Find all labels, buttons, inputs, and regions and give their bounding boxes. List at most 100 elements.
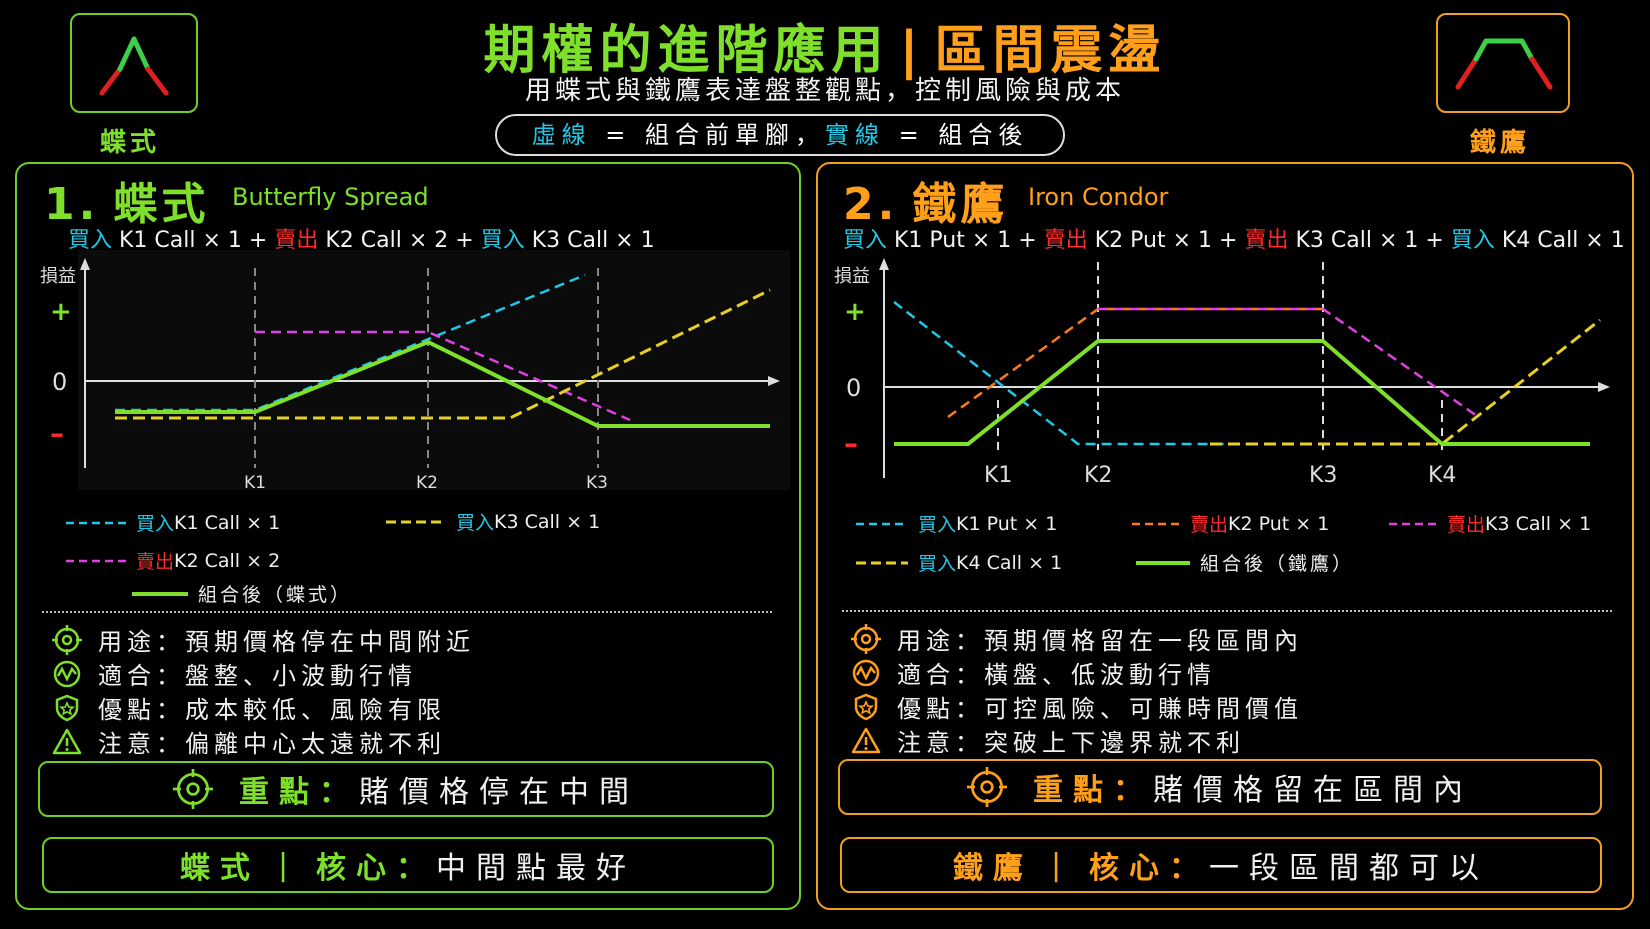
key-text: 賭價格留在區間內	[1153, 773, 1473, 808]
wave-icon	[53, 660, 81, 687]
condor-title-en: Iron Condor	[1028, 183, 1169, 211]
dash-yellow-swatch	[856, 561, 908, 564]
formula-op: +	[1425, 228, 1444, 253]
butterfly-key-point: 重點： 賭價格停在中間	[38, 761, 774, 817]
dash-magenta-swatch	[66, 559, 126, 562]
butterfly-separator	[42, 611, 772, 613]
x-axis-arrow	[1598, 382, 1610, 392]
core-text: 一段區間都可以	[1209, 851, 1490, 886]
k2-label: K2	[416, 473, 438, 493]
butterfly-core: 蝶式 | 核心： 中間點最好	[42, 837, 774, 893]
minus-label: –	[50, 417, 64, 450]
k1-label: K1	[984, 463, 1012, 488]
leg-buy-k1-call	[115, 273, 586, 412]
line-style-legend: 虛線 = 組合前單腳，實線 = 組合後	[495, 114, 1065, 156]
legend-text: K2 Put × 1	[1228, 512, 1330, 535]
formula-action: 賣出	[1244, 228, 1289, 253]
key-text: 賭價格停在中間	[359, 775, 639, 810]
butterfly-title: 蝶式	[113, 179, 210, 230]
k3-label: K3	[1309, 463, 1337, 488]
formula-op: +	[1219, 228, 1238, 253]
title-separator: |	[899, 21, 925, 81]
formula-term: K4 Call × 1	[1494, 228, 1625, 253]
legend-sell-k3-call: 賣出 K3 Call × 1	[1389, 510, 1591, 537]
dash-orange-swatch	[1132, 522, 1180, 525]
condor-info-purpose: 用途：預期價格留在一段區間內	[851, 621, 1303, 656]
formula-action: 買入	[480, 228, 525, 253]
title-part1: 期權的進階應用	[483, 21, 890, 81]
plus-label: +	[50, 297, 72, 327]
info-text: 用途：預期價格停在中間附近	[98, 628, 475, 656]
dash-yellow-swatch	[386, 520, 446, 523]
key-label: 重點：	[1033, 773, 1153, 808]
condor-section-title: 2. 鐵鷹	[843, 168, 1008, 232]
core-name: 蝶式	[179, 851, 260, 886]
core-separator: |	[277, 847, 299, 883]
condor-icon-box	[1436, 13, 1570, 113]
k3-label: K3	[586, 473, 608, 493]
legend-text: 組合後（蝶式）	[198, 584, 353, 606]
condor-core: 鐵鷹 | 核心： 一段區間都可以	[840, 837, 1602, 893]
butterfly-formula: 買入 K1 Call × 1 + 賣出 K2 Call × 2 + 買入 K3 …	[68, 222, 655, 254]
y-axis-arrow	[879, 258, 889, 270]
core-text: 中間點最好	[436, 851, 637, 886]
condor-info-suitable: 適合：橫盤、低波動行情	[851, 655, 1216, 690]
chart-background	[78, 250, 790, 490]
formula-term: K1 Put × 1	[887, 228, 1019, 253]
info-text: 優點：成本較低、風險有限	[98, 696, 446, 724]
shield-icon	[854, 693, 878, 720]
leg-buy-k4-call	[1210, 318, 1601, 446]
legend-action: 買入	[918, 514, 957, 536]
zero-label: 0	[52, 368, 67, 396]
legend-sell-k2-call: 賣出 K2 Call × 2	[66, 547, 280, 574]
condor-panel	[816, 162, 1634, 910]
legend-text: K1 Put × 1	[956, 512, 1058, 535]
formula-action: 買入	[1450, 228, 1495, 253]
dash-cyan-swatch	[856, 522, 908, 525]
formula-term: K2 Put × 1	[1087, 228, 1220, 253]
info-text: 注意：突破上下邊界就不利	[897, 729, 1245, 757]
leg-sell-k2-put	[947, 307, 1323, 419]
k4-label: K4	[1428, 463, 1456, 488]
title-part2: 區間震盪	[934, 21, 1167, 81]
leg-sell-k3-call	[1098, 307, 1481, 420]
formula-term: K2 Call × 2	[318, 228, 456, 253]
info-text: 優點：可控風險、可賺時間價值	[897, 695, 1303, 723]
legend-text: K3 Call × 1	[1485, 512, 1592, 535]
formula-op: +	[248, 228, 268, 253]
formula-term: K3 Call × 1	[524, 228, 655, 253]
zero-label: 0	[846, 374, 861, 402]
info-text: 適合：橫盤、低波動行情	[897, 661, 1216, 689]
formula-term: K3 Call × 1	[1288, 228, 1426, 253]
key-label: 重點：	[239, 775, 359, 810]
legend-combined-condor: 組合後（鐵鷹）	[1136, 549, 1354, 576]
k1-label: K1	[244, 473, 266, 493]
butterfly-icon-box	[70, 13, 198, 113]
legend-action: 賣出	[1190, 514, 1229, 536]
info-text: 用途：預期價格留在一段區間內	[897, 627, 1303, 655]
butterfly-shape-icon	[99, 36, 169, 96]
core-name: 鐵鷹	[952, 851, 1033, 886]
info-text: 適合：盤整、小波動行情	[98, 662, 417, 690]
formula-term: K1 Call × 1	[112, 228, 249, 253]
butterfly-section-title: 1. 蝶式	[44, 168, 209, 232]
target-icon	[52, 624, 82, 655]
x-axis-arrow	[768, 376, 780, 386]
target-icon	[851, 623, 881, 654]
condor-title: 鐵鷹	[912, 179, 1009, 230]
condor-key-point: 重點： 賭價格留在區間內	[838, 759, 1602, 815]
info-text: 注意：偏離中心太遠就不利	[98, 730, 446, 758]
legend-dashed-desc: = 組合前單腳，	[591, 121, 825, 149]
legend-action: 買入	[456, 512, 495, 534]
butterfly-info-advantage: 優點：成本較低、風險有限	[52, 690, 446, 725]
butterfly-number: 1.	[44, 179, 100, 230]
legend-buy-k1-call: 買入 K1 Call × 1	[66, 509, 280, 536]
y-axis-label: 損益	[40, 266, 76, 287]
legend-text: 組合後（鐵鷹）	[1200, 553, 1355, 575]
legend-text: K2 Call × 2	[174, 549, 281, 572]
minus-label: –	[844, 427, 858, 460]
formula-action: 賣出	[1043, 228, 1088, 253]
legend-text: K1 Call × 1	[174, 511, 281, 534]
leg-sell-k2-call	[255, 330, 631, 422]
core-separator: |	[1050, 847, 1072, 883]
